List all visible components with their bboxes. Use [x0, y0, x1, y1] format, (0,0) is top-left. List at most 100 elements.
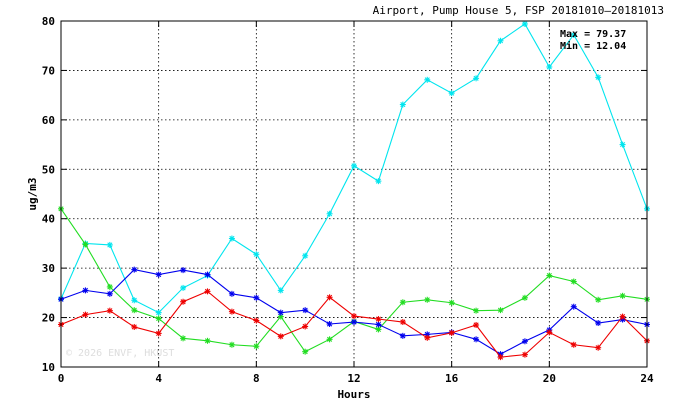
data-point: [424, 296, 431, 303]
data-point: [253, 317, 260, 324]
data-point: [204, 288, 211, 295]
point-stroke: [326, 321, 333, 327]
point-stroke: [253, 251, 259, 257]
x-tick-label: 4: [155, 372, 162, 385]
point-stroke: [619, 293, 626, 299]
point-stroke: [156, 315, 162, 322]
point-stroke: [156, 271, 162, 278]
point-stroke: [107, 284, 113, 290]
point-stroke: [131, 267, 137, 273]
series-layer: [58, 20, 650, 361]
point-stroke: [107, 291, 113, 297]
data-point: [497, 354, 504, 361]
point-stroke: [546, 329, 552, 335]
y-tick-label: 80: [42, 15, 55, 28]
point-stroke: [351, 163, 357, 169]
point-stroke: [522, 338, 528, 344]
data-point: [180, 298, 187, 305]
data-point: [253, 343, 260, 350]
point-stroke: [571, 304, 577, 310]
data-point: [448, 329, 455, 336]
data-point: [375, 316, 382, 323]
point-stroke: [571, 278, 577, 285]
data-point: [399, 101, 406, 108]
data-point: [399, 332, 406, 339]
data-point: [375, 178, 382, 185]
point-stroke: [522, 352, 528, 358]
data-point: [228, 235, 235, 242]
point-stroke: [375, 326, 382, 333]
point-stroke: [546, 64, 552, 70]
point-stroke: [449, 90, 455, 96]
data-point: [180, 284, 187, 291]
point-stroke: [497, 307, 504, 313]
point-stroke: [131, 297, 137, 303]
data-point: [277, 313, 284, 320]
point-stroke: [180, 335, 186, 341]
series-1: [58, 205, 650, 355]
data-point: [619, 141, 626, 148]
series-2: [58, 266, 650, 358]
point-stroke: [546, 272, 552, 279]
data-point: [106, 307, 113, 314]
data-point: [570, 341, 577, 348]
point-stroke: [400, 299, 406, 305]
data-point: [155, 315, 162, 322]
data-point: [106, 283, 113, 290]
point-stroke: [400, 101, 406, 108]
data-point: [82, 287, 89, 294]
data-point: [473, 307, 480, 314]
point-stroke: [595, 345, 601, 351]
x-tick-label: 12: [347, 372, 360, 385]
point-stroke: [278, 313, 284, 320]
data-point: [326, 294, 333, 301]
y-tick-label: 10: [42, 361, 55, 374]
data-point: [619, 292, 626, 299]
point-stroke: [278, 333, 284, 339]
data-point: [424, 76, 431, 83]
data-point: [302, 323, 309, 330]
point-stroke: [302, 323, 308, 330]
data-point: [326, 336, 333, 343]
max-stat: Max = 79.37: [560, 29, 626, 40]
data-point: [595, 74, 602, 81]
series-3: [58, 288, 650, 361]
point-stroke: [156, 310, 162, 316]
x-tick-label: 20: [543, 372, 556, 385]
point-stroke: [229, 291, 235, 297]
data-point: [473, 75, 480, 82]
data-point: [180, 335, 187, 342]
data-point: [546, 272, 553, 279]
x-tick-label: 0: [58, 372, 65, 385]
point-stroke: [180, 299, 186, 305]
x-axis-label: Hours: [337, 388, 370, 401]
data-point: [351, 313, 357, 320]
data-point: [277, 287, 284, 294]
point-stroke: [107, 242, 113, 248]
point-stroke: [473, 322, 479, 328]
point-stroke: [522, 21, 528, 27]
data-point: [155, 330, 162, 337]
point-stroke: [229, 235, 235, 242]
data-point: [521, 338, 528, 345]
point-stroke: [82, 312, 89, 318]
y-axis-label: ug/m3: [26, 177, 39, 210]
point-stroke: [253, 295, 259, 301]
point-stroke: [449, 330, 455, 336]
chart-title: Airport, Pump House 5, FSP 20181010–2018…: [373, 4, 664, 17]
point-stroke: [302, 307, 308, 313]
data-point: [595, 320, 602, 327]
data-point: [302, 252, 309, 259]
point-stroke: [375, 321, 382, 328]
point-stroke: [253, 317, 259, 324]
data-point: [253, 294, 260, 301]
grid: [61, 21, 647, 367]
point-stroke: [326, 294, 333, 300]
point-stroke: [82, 287, 89, 293]
data-point: [228, 290, 235, 297]
data-point: [302, 307, 309, 314]
data-point: [82, 311, 89, 318]
point-stroke: [400, 319, 406, 325]
data-point: [497, 307, 504, 314]
data-point: [204, 271, 211, 278]
